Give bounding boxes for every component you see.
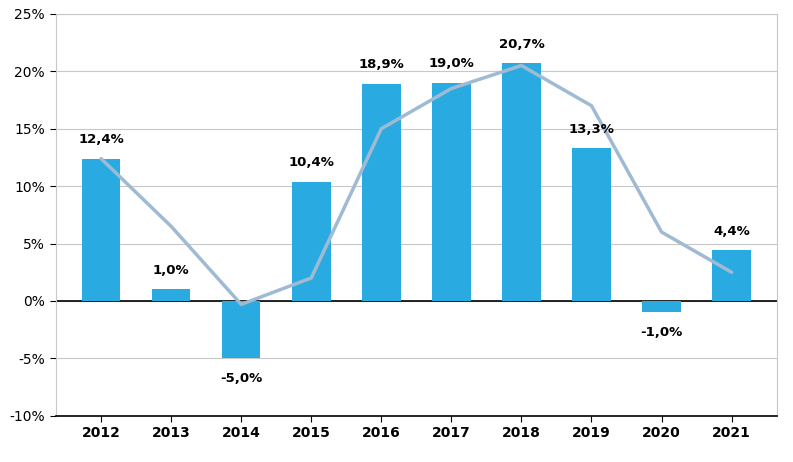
Text: 20,7%: 20,7% bbox=[499, 37, 544, 51]
Bar bbox=[362, 84, 400, 301]
Text: 18,9%: 18,9% bbox=[358, 58, 404, 71]
Text: 19,0%: 19,0% bbox=[428, 57, 474, 70]
Bar bbox=[151, 290, 190, 301]
Text: -5,0%: -5,0% bbox=[220, 372, 262, 385]
Bar bbox=[82, 158, 121, 301]
Text: 4,4%: 4,4% bbox=[713, 225, 750, 238]
Text: 10,4%: 10,4% bbox=[289, 156, 334, 169]
Text: 13,3%: 13,3% bbox=[569, 122, 615, 135]
Bar bbox=[222, 301, 260, 359]
Text: 1,0%: 1,0% bbox=[153, 264, 190, 277]
Bar bbox=[573, 148, 611, 301]
Bar bbox=[292, 182, 331, 301]
Bar bbox=[432, 83, 470, 301]
Text: -1,0%: -1,0% bbox=[641, 326, 683, 339]
Bar bbox=[642, 301, 681, 312]
Text: 12,4%: 12,4% bbox=[79, 133, 124, 146]
Bar bbox=[712, 250, 751, 301]
Bar bbox=[502, 63, 541, 301]
